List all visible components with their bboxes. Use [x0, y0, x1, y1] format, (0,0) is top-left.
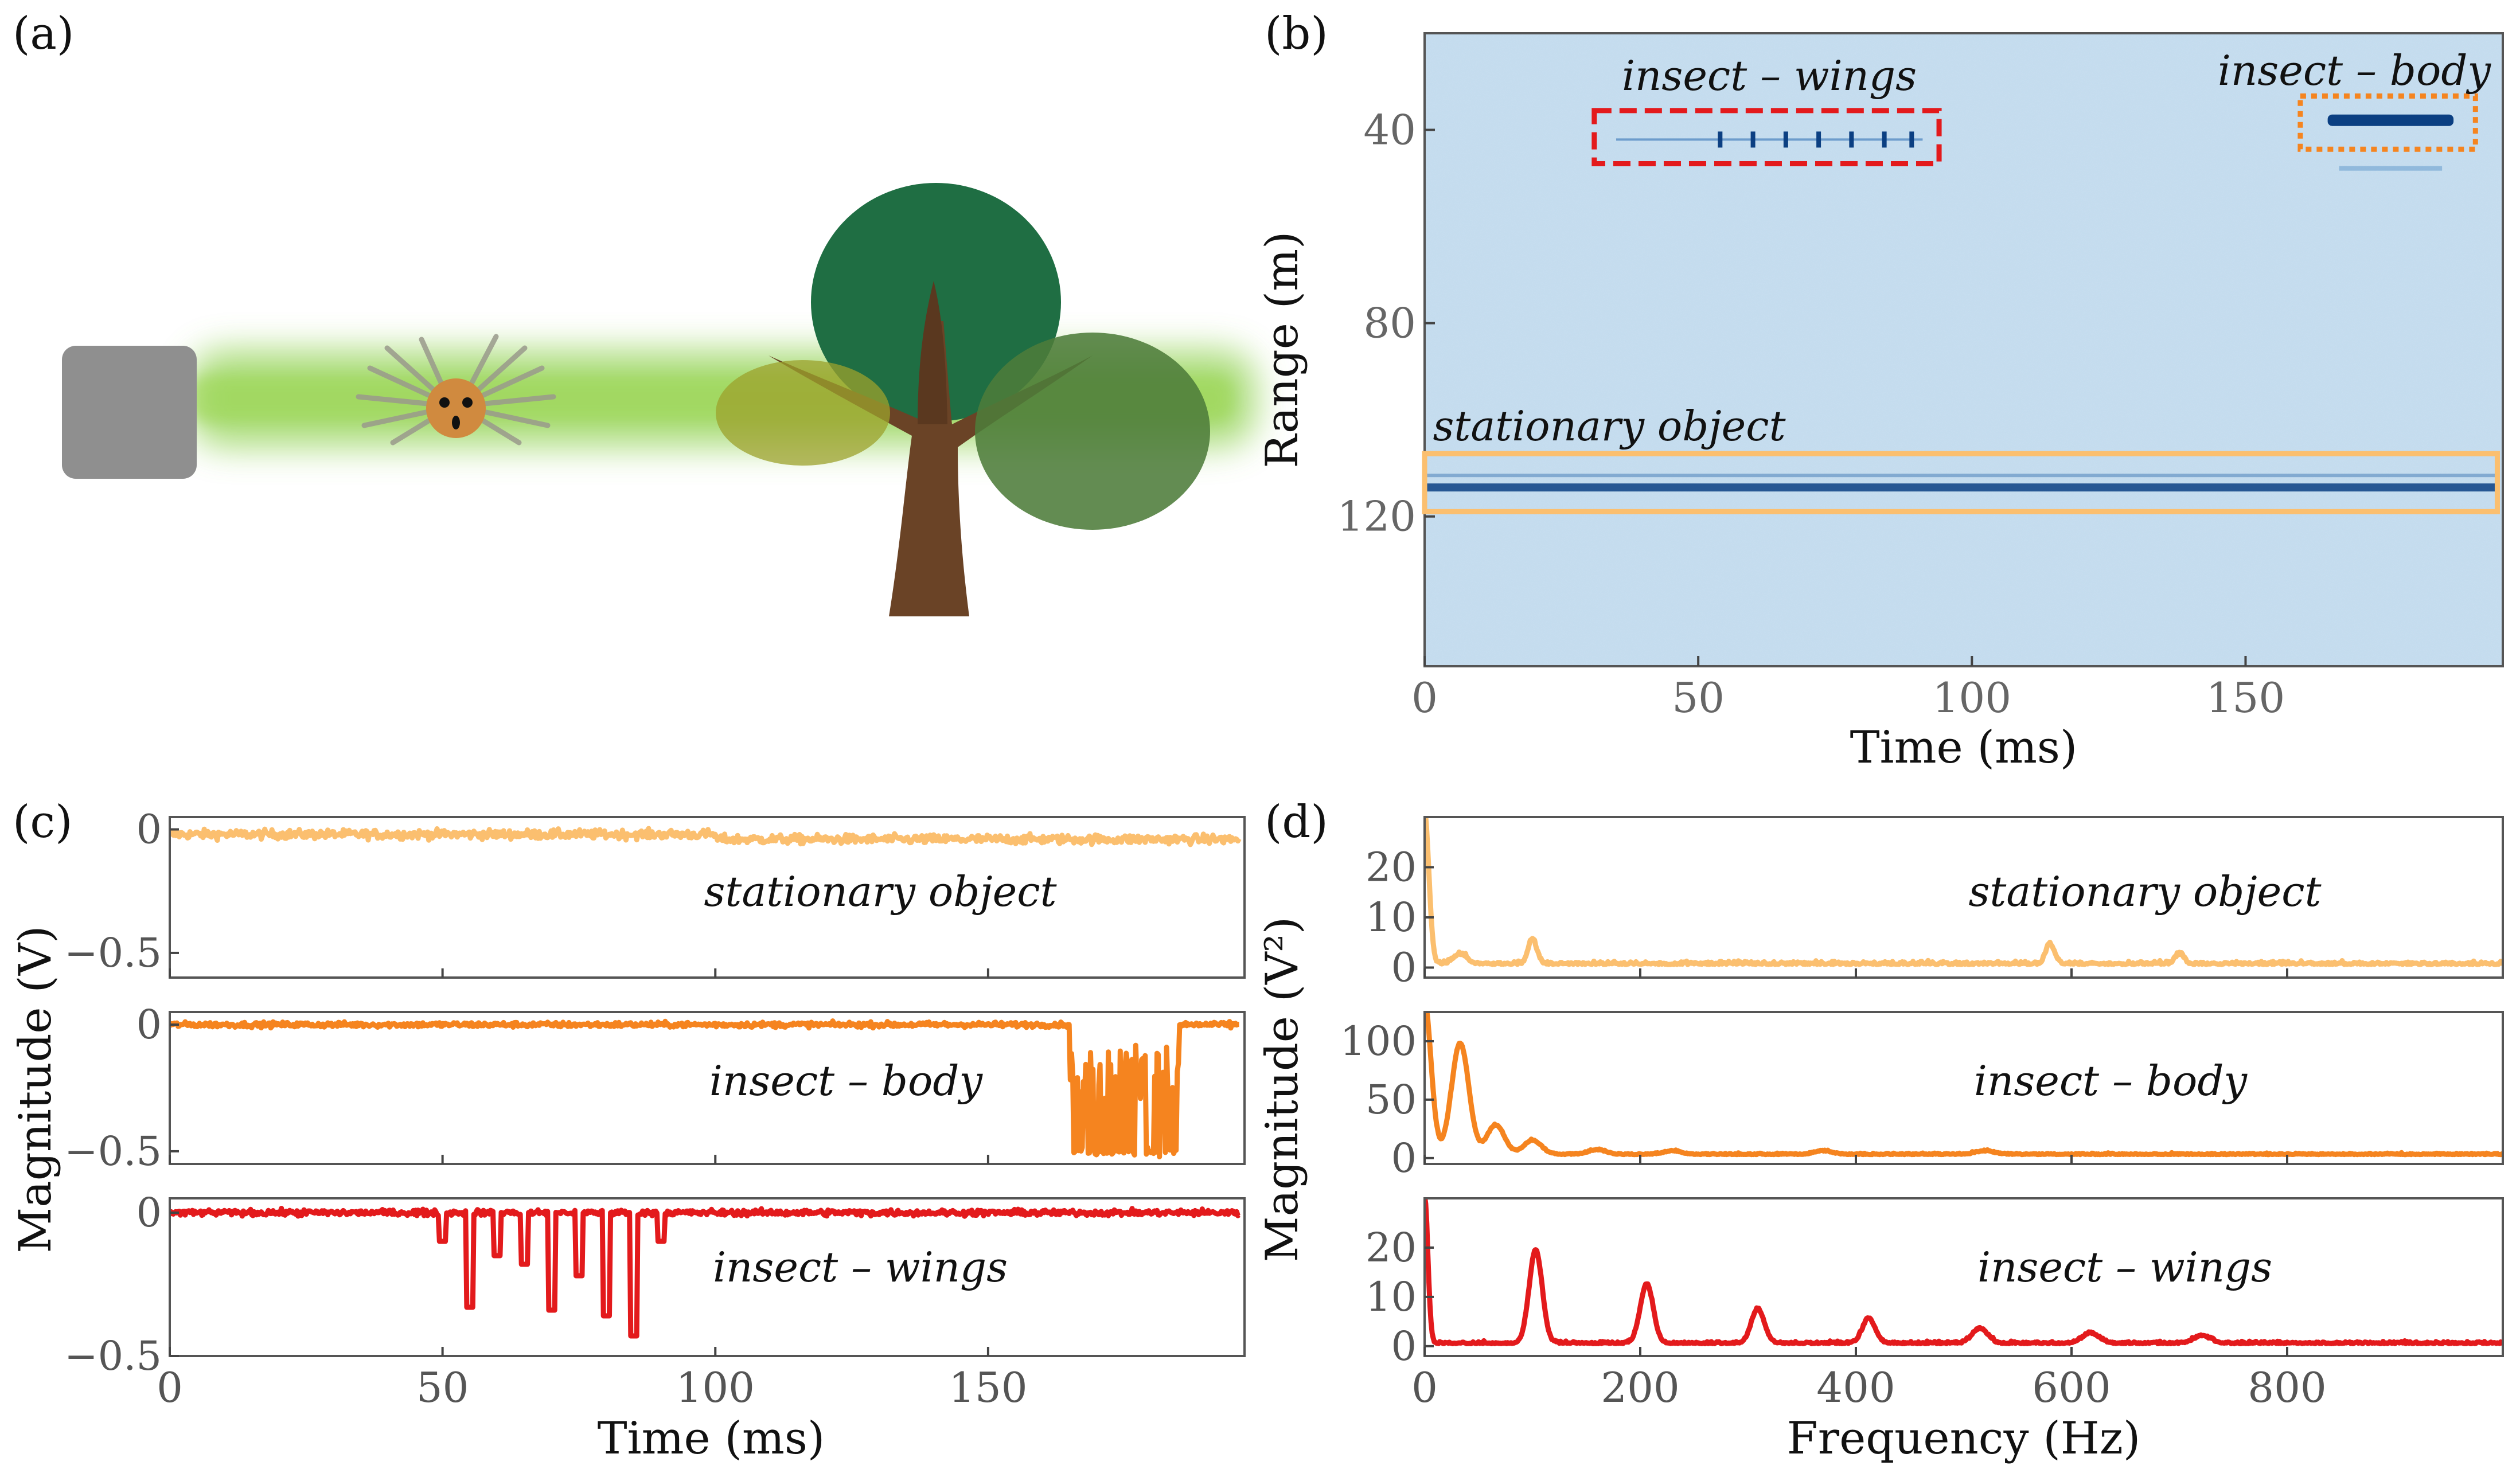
heatmap-features [1425, 114, 2498, 492]
x-tick-label: 0 [1411, 1363, 1438, 1412]
panel-d-series-2-frame [1423, 1197, 2504, 1357]
y-tick-label: −0.5 [64, 1332, 162, 1380]
panel-label-d: (d) [1265, 796, 1328, 848]
panel-c-label-stationary: stationary object [704, 868, 1057, 916]
x-tick-label: 50 [416, 1363, 469, 1412]
heatmap-label-body: insect – body [2218, 46, 2492, 95]
y-tick-label: 20 [1366, 1224, 1417, 1271]
heatmap-x-label: Time (ms) [1850, 722, 2078, 773]
y-tick-label: 40 [1363, 106, 1416, 154]
panel-c-series-1: 0 −0.5 [64, 1001, 1246, 1175]
y-tick-label: 0 [136, 1001, 162, 1048]
insect-icon [356, 334, 556, 446]
heatmap-y-label: Range (m) [1257, 232, 1308, 468]
panel-d-y-label: Magnitude (V²) [1257, 917, 1308, 1262]
stationary-trace [1425, 483, 2498, 492]
panel-c-series-0-series-line [170, 826, 1242, 847]
wing-flash [1816, 131, 1821, 148]
panel-a-illustration [62, 183, 1256, 616]
panel-c-series-2: 0−0.50 50 100 150 [64, 1189, 1246, 1412]
panel-label-a: (a) [13, 8, 74, 60]
panel-d-label-stationary: stationary object [1968, 868, 2322, 916]
y-tick-label: 10 [1366, 894, 1417, 941]
y-tick-label: 100 [1340, 1018, 1417, 1065]
panel-label-c: (c) [13, 796, 73, 848]
x-tick-label: 400 [1816, 1363, 1895, 1412]
body-trace [2327, 114, 2454, 126]
wing-flash [1882, 131, 1887, 148]
panel-c-series-2-series-line [170, 1206, 1241, 1339]
x-tick-label: 200 [1601, 1363, 1679, 1412]
wing-flash [1909, 131, 1914, 148]
panel-c-series-1-frame [169, 1011, 1246, 1165]
panel-d-x-label: Frequency (Hz) [1787, 1413, 2141, 1464]
heatmap-label-wings: insect – wings [1622, 52, 1917, 100]
panel-d-series-0-frame [1423, 816, 2504, 979]
laser-transceiver-icon [62, 346, 197, 479]
y-tick-label: 0 [1391, 1323, 1417, 1370]
panel-d-series-0-series-line [1425, 817, 2503, 967]
y-tick-label: 0 [1391, 944, 1417, 991]
panel-d-series-1-frame [1423, 1011, 2504, 1165]
y-tick-label: −0.5 [64, 1128, 162, 1175]
heatmap-axis-ticks: 0 50 100 150 40 80 120 [1337, 106, 2285, 722]
body-trace-echo [2339, 166, 2443, 171]
x-tick-label: 600 [2032, 1363, 2111, 1412]
panel-d-series-2-series-line [1425, 1198, 2503, 1346]
panel-c-series-1-series-line [170, 1018, 1241, 1159]
x-tick-label: 150 [949, 1363, 1027, 1412]
y-tick-label: 10 [1366, 1273, 1417, 1320]
wing-flash [1750, 131, 1756, 148]
wing-flash [1849, 131, 1854, 148]
panel-b-heatmap: insect – wings insect – body stationary … [1257, 32, 2504, 773]
panel-c-series-2-frame [169, 1197, 1246, 1357]
y-tick-label: 20 [1366, 844, 1417, 891]
y-tick-label: 80 [1363, 299, 1416, 347]
panel-c-label-wings: insect – wings [713, 1243, 1008, 1291]
annotation-box-1 [2297, 93, 2478, 152]
wing-flash [1718, 131, 1723, 148]
panel-d-label-body: insect – body [1974, 1057, 2248, 1105]
x-tick-label: 150 [2206, 674, 2285, 722]
annotation-box-2 [1422, 451, 2500, 514]
x-tick-label: 0 [157, 1363, 183, 1412]
annotation-box-0 [1591, 108, 1942, 167]
panel-c-series-0: 0 −0.5 [64, 806, 1246, 979]
x-tick-label: 800 [2248, 1363, 2326, 1412]
panel-c-label-body: insect – body [709, 1057, 984, 1105]
panel-d-series-1-series-line [1425, 1012, 2503, 1158]
tree-icon [716, 183, 1210, 616]
y-tick-label: 0 [136, 806, 162, 853]
y-tick-label: 120 [1337, 493, 1416, 541]
y-tick-label: −0.5 [64, 929, 162, 976]
panel-c-y-label: Magnitude (V) [10, 925, 61, 1253]
stationary-trace-shadow [1425, 474, 2498, 478]
heatmap-label-stationary: stationary object [1433, 402, 1786, 450]
x-tick-label: 100 [676, 1363, 755, 1412]
x-tick-label: 50 [1672, 674, 1725, 722]
wing-flash [1783, 131, 1788, 148]
x-tick-label: 100 [1933, 674, 2011, 722]
panel-c-x-label: Time (ms) [598, 1413, 825, 1464]
y-tick-label: 50 [1366, 1076, 1417, 1123]
panel-d-series-1: 0 50 100 [1340, 1011, 2504, 1182]
panel-c-series-0-frame [169, 816, 1246, 979]
panel-d-label-wings: insect – wings [1977, 1243, 2272, 1291]
x-tick-label: 0 [1411, 674, 1438, 722]
y-tick-label: 0 [136, 1189, 162, 1236]
panel-label-b: (b) [1265, 8, 1328, 60]
panel-c-time-series: 0−0.50−0.50−0.50 50 100 150 Time (ms) Magni… [10, 806, 1246, 1464]
heatmap-annotation-boxes [1422, 93, 2500, 514]
y-tick-label: 0 [1391, 1135, 1417, 1182]
